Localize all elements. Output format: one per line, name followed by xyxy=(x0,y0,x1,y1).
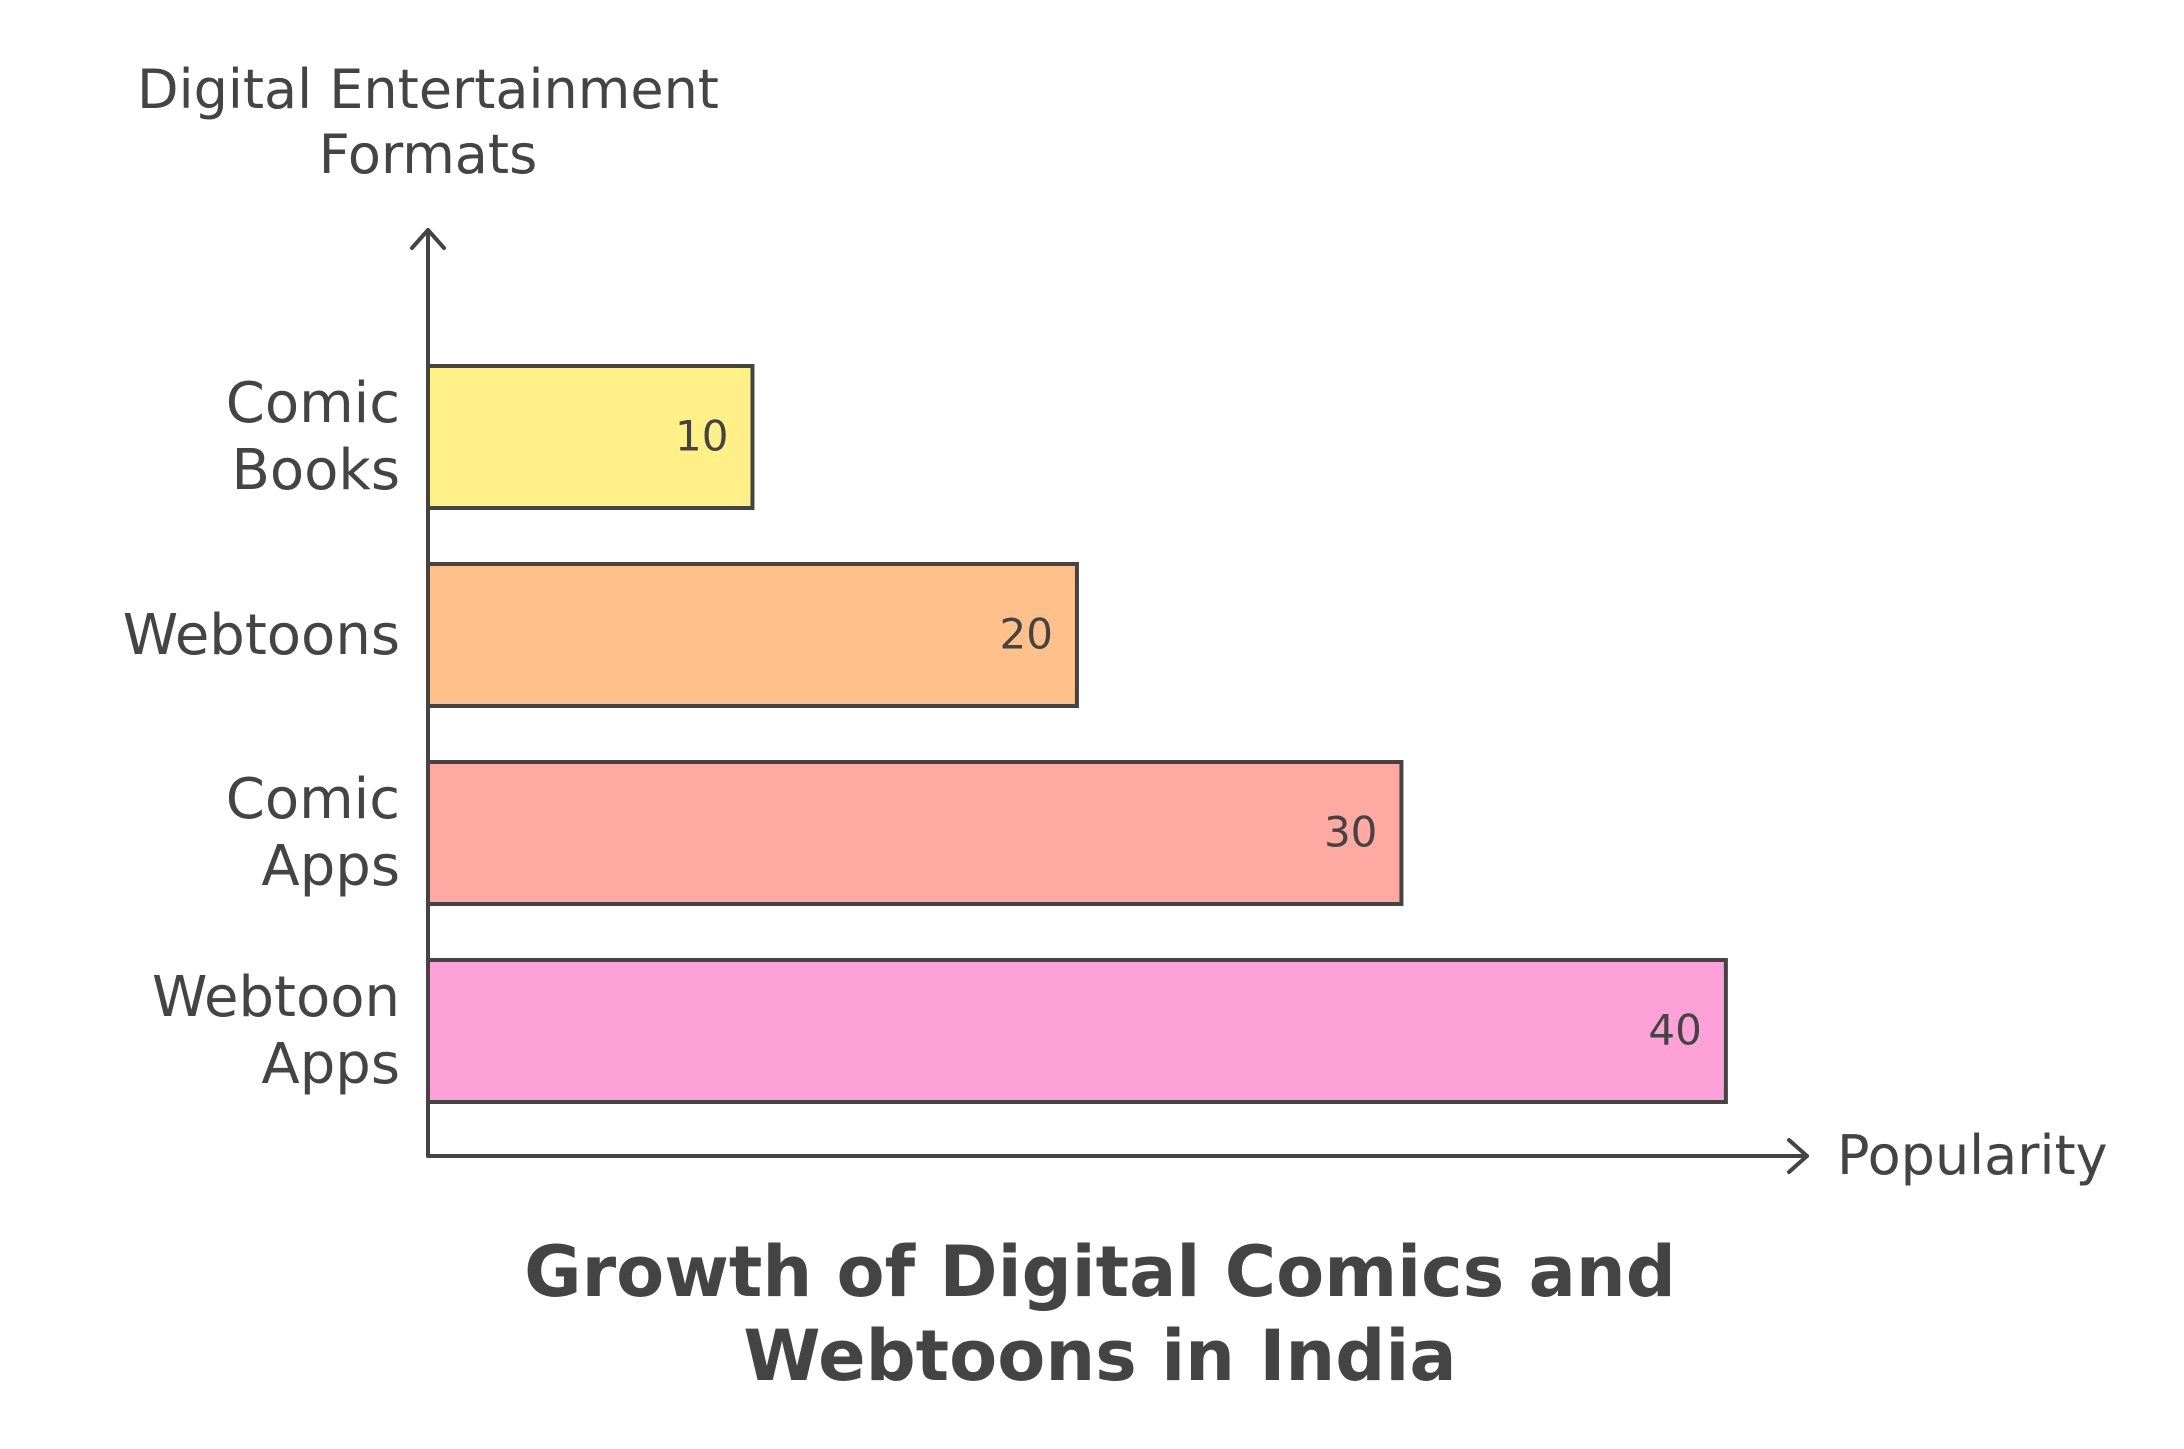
category-label: Comic Books xyxy=(225,371,400,504)
value-label: 30 xyxy=(1324,808,1377,857)
bar xyxy=(426,958,1728,1104)
bar xyxy=(426,562,1079,708)
y-axis-arrow xyxy=(410,228,446,250)
bar xyxy=(426,760,1404,906)
value-label: 10 xyxy=(675,412,728,461)
category-label: Webtoon Apps xyxy=(151,965,400,1098)
chart-title: Growth of Digital Comics and Webtoons in… xyxy=(524,1231,1676,1397)
y-axis-label: Digital Entertainment Formats xyxy=(137,58,719,186)
x-axis-label: Popularity xyxy=(1837,1123,2108,1187)
x-axis-arrow xyxy=(1787,1138,1809,1174)
bar xyxy=(426,364,755,510)
category-label: Comic Apps xyxy=(225,767,400,900)
value-label: 20 xyxy=(999,610,1052,659)
value-label: 40 xyxy=(1648,1006,1701,1055)
category-label: Webtoons xyxy=(122,602,400,668)
